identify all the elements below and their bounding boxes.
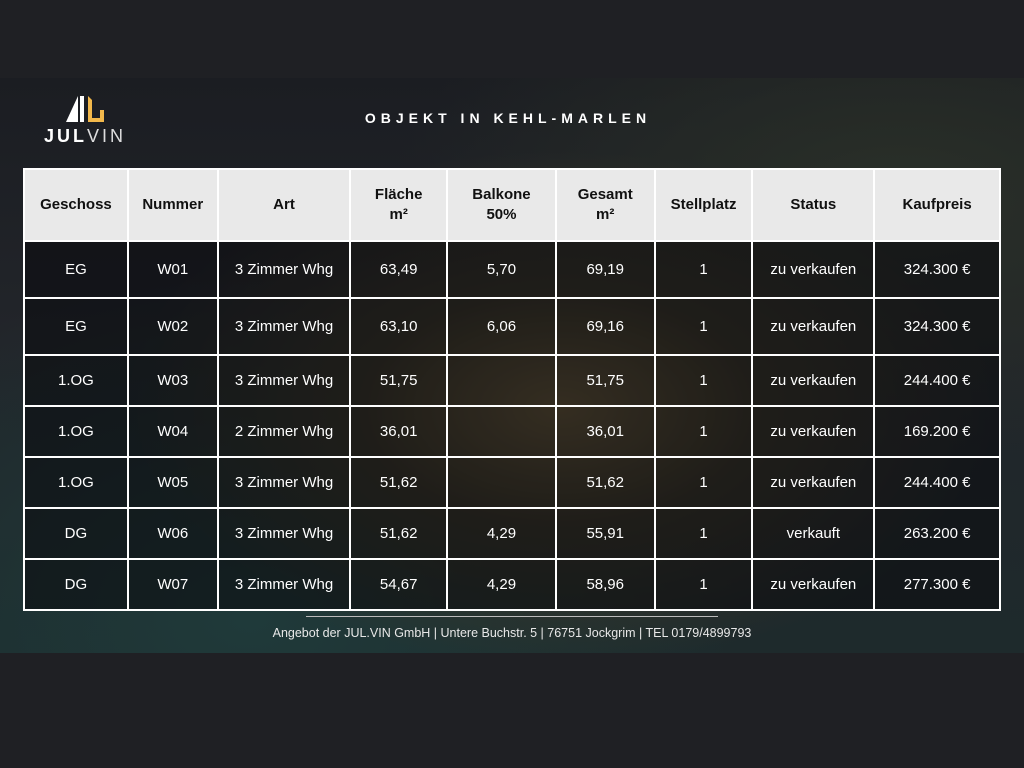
apartment-table: Geschoss Nummer Art Fläche m² Balkone 50% Ges…	[23, 168, 1001, 611]
column-header: Status	[751, 168, 876, 242]
table-cell: 51,62	[554, 456, 656, 509]
table-cell: 51,75	[554, 354, 656, 407]
table-cell: 3 Zimmer Whg	[216, 507, 352, 560]
table-cell: 51,62	[349, 456, 449, 509]
table-cell: 69,16	[554, 297, 656, 356]
table-row: EG W02 3 Zimmer Whg 63,10 6,06 69,16 1 zu verka…	[23, 297, 1001, 356]
table-cell: 169.200 €	[873, 405, 1001, 458]
table-cell: 1	[653, 405, 754, 458]
table-cell: 3 Zimmer Whg	[216, 456, 352, 509]
table-cell: 1	[653, 240, 754, 299]
table-cell: 277.300 €	[873, 558, 1001, 611]
table-cell: 1	[653, 456, 754, 509]
table-cell	[446, 405, 557, 458]
table-cell: 1	[653, 354, 754, 407]
table-cell: zu verkaufen	[751, 558, 876, 611]
table-cell: 4,29	[446, 507, 557, 560]
table-row: 1.OG W03 3 Zimmer Whg 51,75 51,75 1 zu verkauf…	[23, 354, 1001, 407]
table-row: DG W07 3 Zimmer Whg 54,67 4,29 58,96 1 zu verka…	[23, 558, 1001, 611]
table-cell: 244.400 €	[873, 456, 1001, 509]
table-cell: 324.300 €	[873, 297, 1001, 356]
table-cell: 1.OG	[23, 354, 129, 407]
table-cell: 6,06	[446, 297, 557, 356]
table-cell: 69,19	[554, 240, 656, 299]
table-cell: 63,10	[349, 297, 449, 356]
table-cell: W01	[126, 240, 219, 299]
table-row: EG W01 3 Zimmer Whg 63,49 5,70 69,19 1 zu verka…	[23, 240, 1001, 299]
footer-contact: Angebot der JUL.VIN GmbH | Untere Buchst…	[272, 626, 752, 640]
table-cell: DG	[23, 558, 129, 611]
table-cell: W07	[126, 558, 219, 611]
table-cell: 63,49	[349, 240, 449, 299]
footer-divider	[306, 616, 718, 617]
table-cell	[446, 456, 557, 509]
table-cell: W06	[126, 507, 219, 560]
table-row: 1.OG W05 3 Zimmer Whg 51,62 51,62 1 zu verkauf…	[23, 456, 1001, 509]
table-cell: zu verkaufen	[751, 405, 876, 458]
column-header: Art	[216, 168, 352, 242]
table-cell: 54,67	[349, 558, 449, 611]
column-header: Stellplatz	[653, 168, 754, 242]
table-cell: 36,01	[554, 405, 656, 458]
table-cell: zu verkaufen	[751, 297, 876, 356]
table-cell: 1.OG	[23, 405, 129, 458]
table-cell: 51,62	[349, 507, 449, 560]
table-cell: 4,29	[446, 558, 557, 611]
table-row: DG W06 3 Zimmer Whg 51,62 4,29 55,91 1 verkauft…	[23, 507, 1001, 560]
column-header: Kaufpreis	[873, 168, 1001, 242]
julvin-logo-icon	[66, 96, 104, 122]
page-title: OBJEKT IN KEHL-MARLEN	[364, 110, 652, 126]
table-cell: EG	[23, 297, 129, 356]
column-header: Gesamt m²	[554, 168, 656, 242]
table-cell: 1	[653, 558, 754, 611]
table-cell: 58,96	[554, 558, 656, 611]
table-cell: 5,70	[446, 240, 557, 299]
table-cell: 2 Zimmer Whg	[216, 405, 352, 458]
table-cell: W02	[126, 297, 219, 356]
table-cell: W03	[126, 354, 219, 407]
brand-name: JULVIN	[44, 126, 127, 146]
table-cell: DG	[23, 507, 129, 560]
table-cell: 1	[653, 297, 754, 356]
table-cell: 51,75	[349, 354, 449, 407]
table-cell	[446, 354, 557, 407]
column-header: Geschoss	[23, 168, 129, 242]
table-cell: 244.400 €	[873, 354, 1001, 407]
table-cell: 3 Zimmer Whg	[216, 354, 352, 407]
table-cell: 3 Zimmer Whg	[216, 558, 352, 611]
table-cell: W05	[126, 456, 219, 509]
table-row: 1.OG W04 2 Zimmer Whg 36,01 36,01 1 zu verkauf…	[23, 405, 1001, 458]
column-header: Balkone 50%	[446, 168, 557, 242]
table-cell: 324.300 €	[873, 240, 1001, 299]
table-cell: 36,01	[349, 405, 449, 458]
column-header: Fläche m²	[349, 168, 449, 242]
table-cell: 3 Zimmer Whg	[216, 240, 352, 299]
table-cell: zu verkaufen	[751, 240, 876, 299]
table-cell: zu verkaufen	[751, 354, 876, 407]
table-cell: 3 Zimmer Whg	[216, 297, 352, 356]
table-cell: 263.200 €	[873, 507, 1001, 560]
table-cell: verkauft	[751, 507, 876, 560]
table-cell: 55,91	[554, 507, 656, 560]
column-header: Nummer	[126, 168, 219, 242]
table-cell: 1	[653, 507, 754, 560]
table-cell: W04	[126, 405, 219, 458]
table-cell: 1.OG	[23, 456, 129, 509]
table-cell: EG	[23, 240, 129, 299]
table-cell: zu verkaufen	[751, 456, 876, 509]
